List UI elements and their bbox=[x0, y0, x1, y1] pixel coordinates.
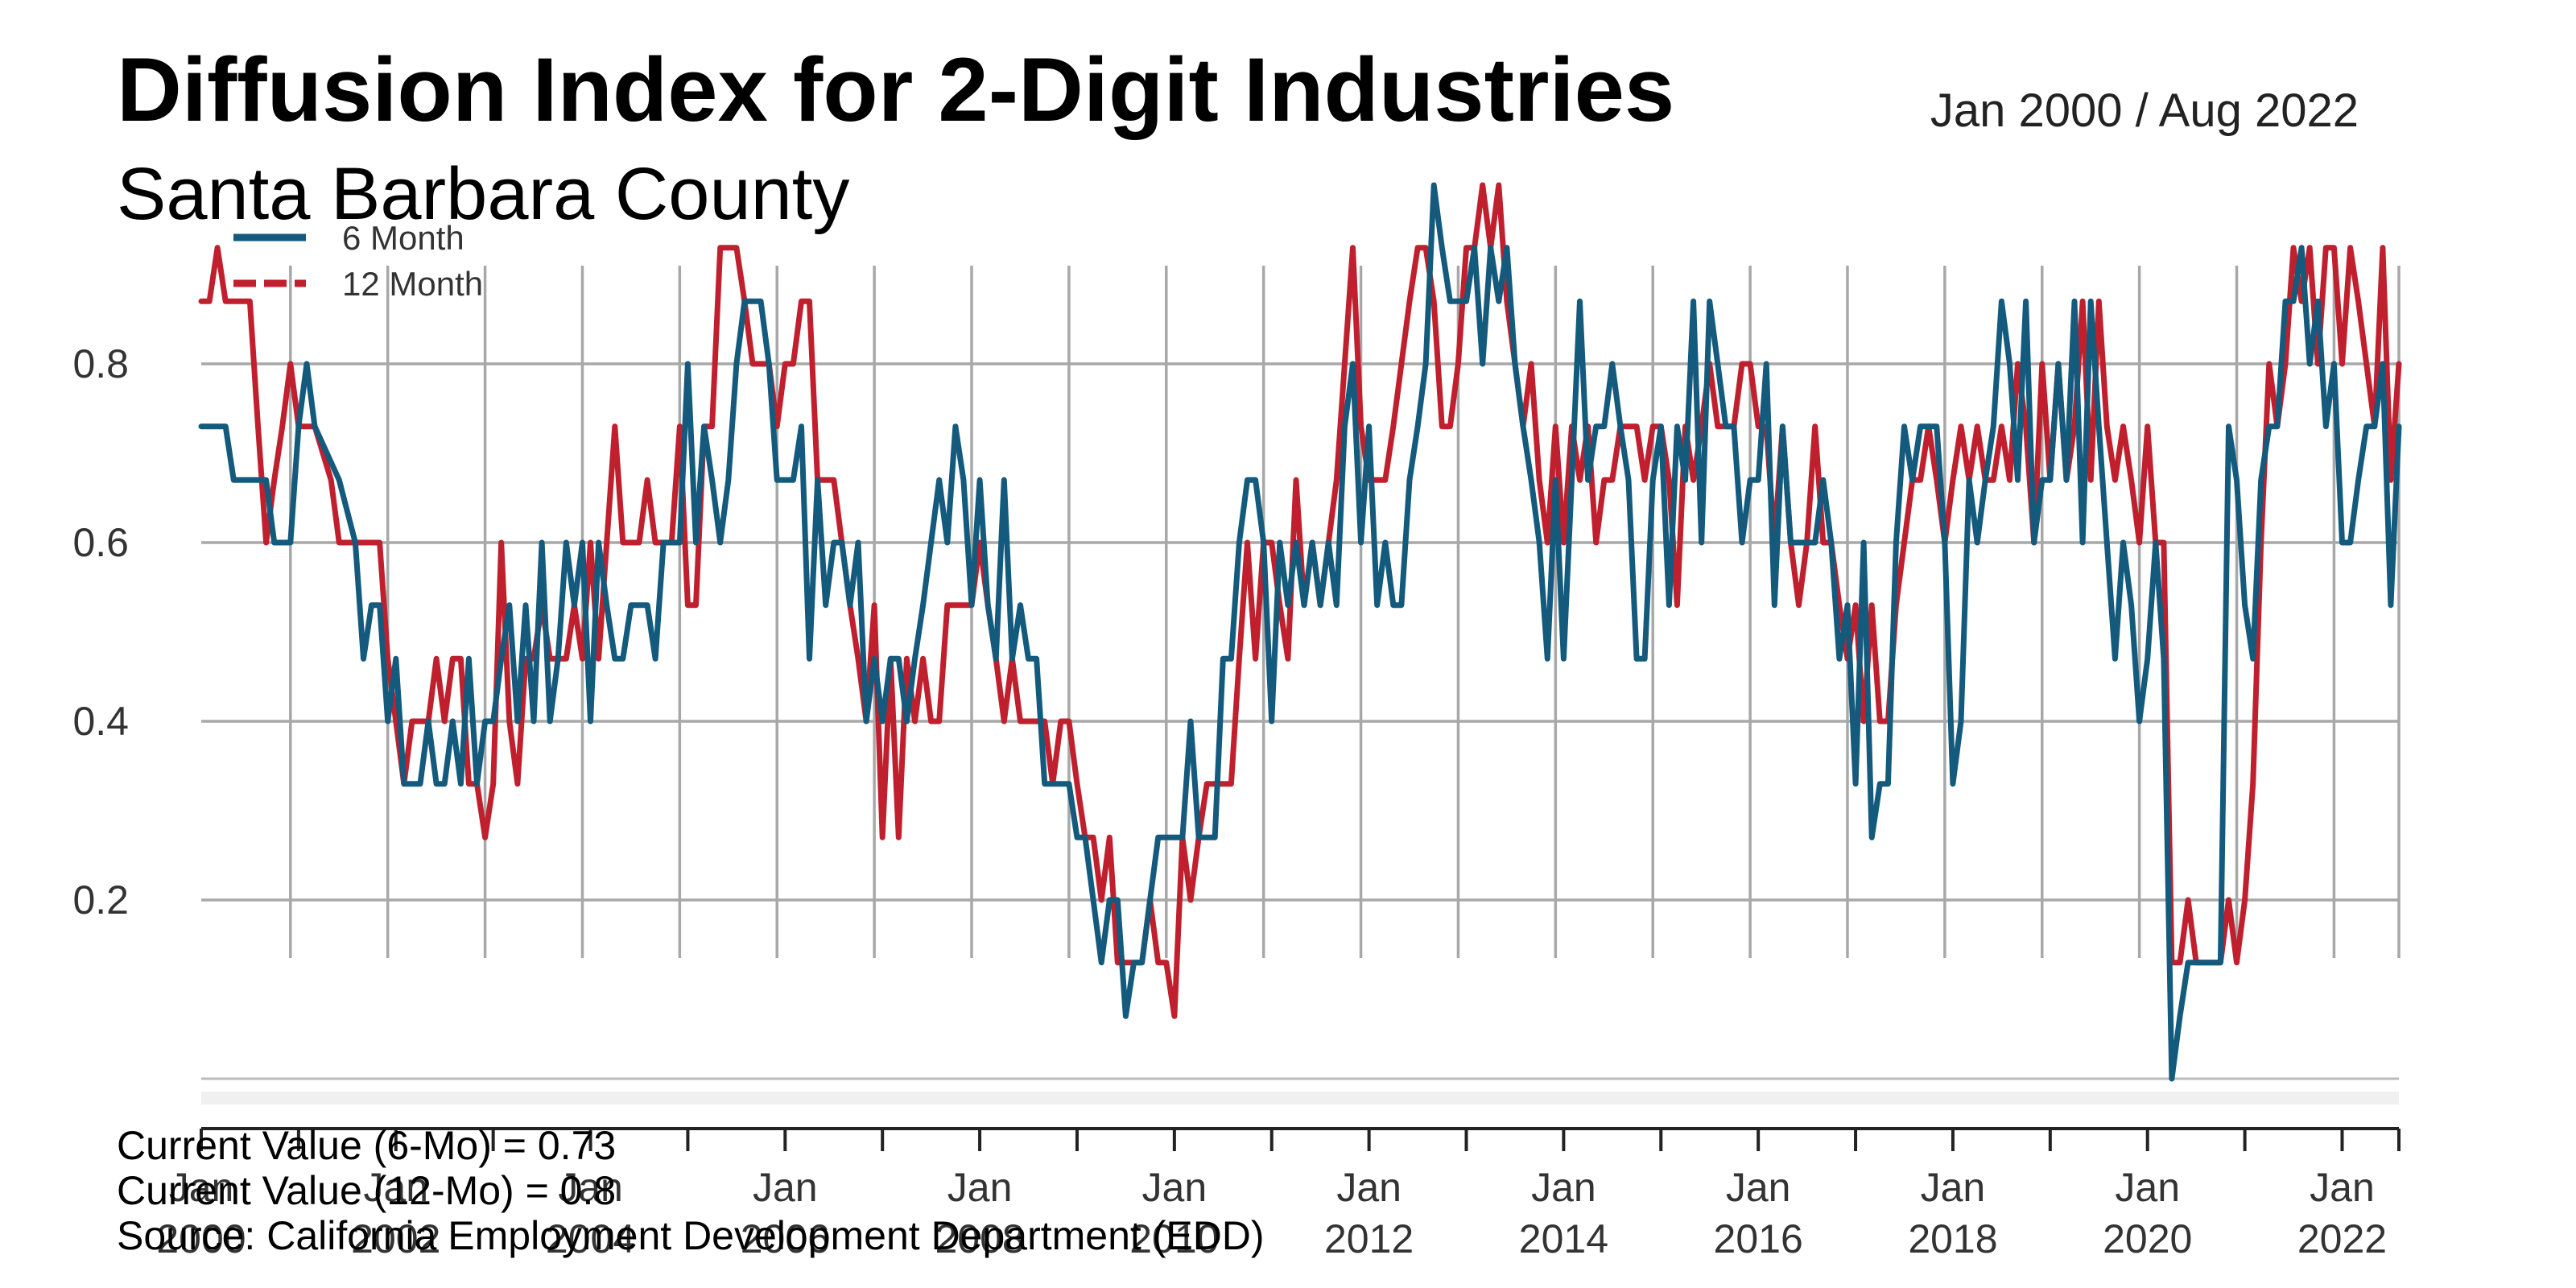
x-tick-label-year: 2002 bbox=[351, 1216, 440, 1261]
x-tick-label-month: Jan bbox=[2310, 1165, 2375, 1210]
x-tick-label-month: Jan bbox=[947, 1165, 1013, 1210]
grid bbox=[201, 266, 2401, 1104]
y-tick-label: 0.4 bbox=[72, 699, 129, 744]
x-tick-label-year: 2014 bbox=[1519, 1216, 1608, 1261]
current-value-6mo: Current Value (6-Mo) = 0.73 bbox=[117, 1123, 616, 1168]
series-line-6-month bbox=[198, 182, 2402, 1082]
x-tick-label-year: 2000 bbox=[156, 1216, 246, 1261]
legend-label-12-month: 12 Month bbox=[342, 265, 483, 303]
date-range-label: Jan 2000 / Aug 2022 bbox=[1930, 85, 2359, 137]
x-tick-label-month: Jan bbox=[753, 1165, 818, 1210]
chart-title: Diffusion Index for 2-Digit Industries bbox=[117, 39, 1674, 140]
x-tick-label-month: Jan bbox=[1921, 1165, 1986, 1210]
x-tick-label-year: 2004 bbox=[546, 1216, 635, 1261]
series bbox=[198, 182, 2402, 1082]
x-tick-label-month: Jan bbox=[1531, 1165, 1596, 1210]
legend: 6 Month 12 Month bbox=[233, 219, 483, 303]
x-tick-label-month: Jan bbox=[169, 1165, 234, 1210]
x-tick-label-year: 2006 bbox=[741, 1216, 830, 1261]
legend-label-6-month: 6 Month bbox=[342, 219, 464, 257]
x-tick-label-year: 2008 bbox=[935, 1216, 1024, 1261]
x-tick-label-month: Jan bbox=[2115, 1165, 2180, 1210]
current-value-12mo: Current Value (12-Mo) = 0.8 bbox=[117, 1168, 616, 1213]
x-tick-label-month: Jan bbox=[558, 1165, 623, 1210]
chart-subtitle: Santa Barbara County bbox=[117, 153, 849, 235]
source-note: Source: California Employment Developmen… bbox=[117, 1213, 1265, 1258]
y-tick-label: 0.8 bbox=[72, 341, 129, 386]
x-tick-label-month: Jan bbox=[1726, 1165, 1791, 1210]
y-tick-label: 0.6 bbox=[72, 520, 129, 565]
x-tick-label-year: 2012 bbox=[1324, 1216, 1414, 1261]
x-tick-label-month: Jan bbox=[1142, 1165, 1208, 1210]
axes: 0.2 0.4 0.6 0.8 Jan 2000 Jan 2002 Jan 2004 Jan 2006… bbox=[72, 341, 2401, 1261]
x-tick-label-year: 2020 bbox=[2103, 1216, 2192, 1261]
y-tick-label: 0.2 bbox=[72, 877, 129, 923]
x-tick-label-year: 2022 bbox=[2297, 1216, 2387, 1261]
x-tick-label-year: 2016 bbox=[1714, 1216, 1803, 1261]
x-tick-label-month: Jan bbox=[1336, 1165, 1402, 1210]
x-tick-label-year: 2018 bbox=[1908, 1216, 1997, 1261]
x-tick-label-month: Jan bbox=[363, 1165, 428, 1210]
axis-band bbox=[201, 1092, 2399, 1104]
x-tick-label-year: 2010 bbox=[1129, 1216, 1219, 1261]
series-line-12-month bbox=[198, 182, 2402, 1019]
footer: Current Value (6-Mo) = 0.73 Current Valu… bbox=[117, 1123, 1265, 1258]
